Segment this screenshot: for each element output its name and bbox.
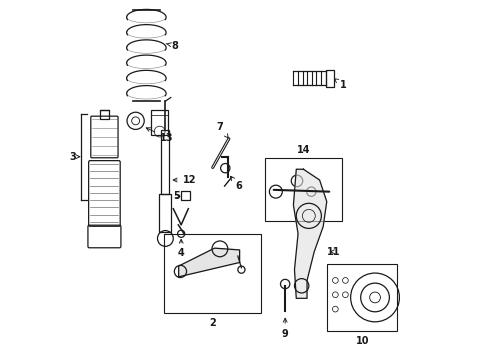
Text: 8: 8 <box>166 41 178 50</box>
Text: 11: 11 <box>327 247 341 257</box>
Bar <box>100 110 109 119</box>
Text: 13: 13 <box>146 128 173 143</box>
Polygon shape <box>294 169 327 298</box>
Text: 3: 3 <box>69 152 80 162</box>
Text: 6: 6 <box>230 176 242 191</box>
Polygon shape <box>179 248 240 277</box>
Bar <box>265 158 342 221</box>
Bar <box>161 130 170 194</box>
Text: 7: 7 <box>217 122 228 138</box>
Bar <box>164 234 261 313</box>
Text: 5: 5 <box>173 191 180 201</box>
Text: 14: 14 <box>296 145 310 155</box>
Text: 1: 1 <box>334 79 347 90</box>
Text: 10: 10 <box>356 336 369 346</box>
Text: 2: 2 <box>209 318 216 328</box>
Bar <box>327 264 397 330</box>
Text: 9: 9 <box>282 318 289 339</box>
Text: 4: 4 <box>178 239 185 258</box>
Bar <box>159 194 171 232</box>
Bar <box>151 110 168 135</box>
Bar <box>326 69 334 87</box>
Bar <box>181 191 190 201</box>
Text: 12: 12 <box>173 175 196 185</box>
